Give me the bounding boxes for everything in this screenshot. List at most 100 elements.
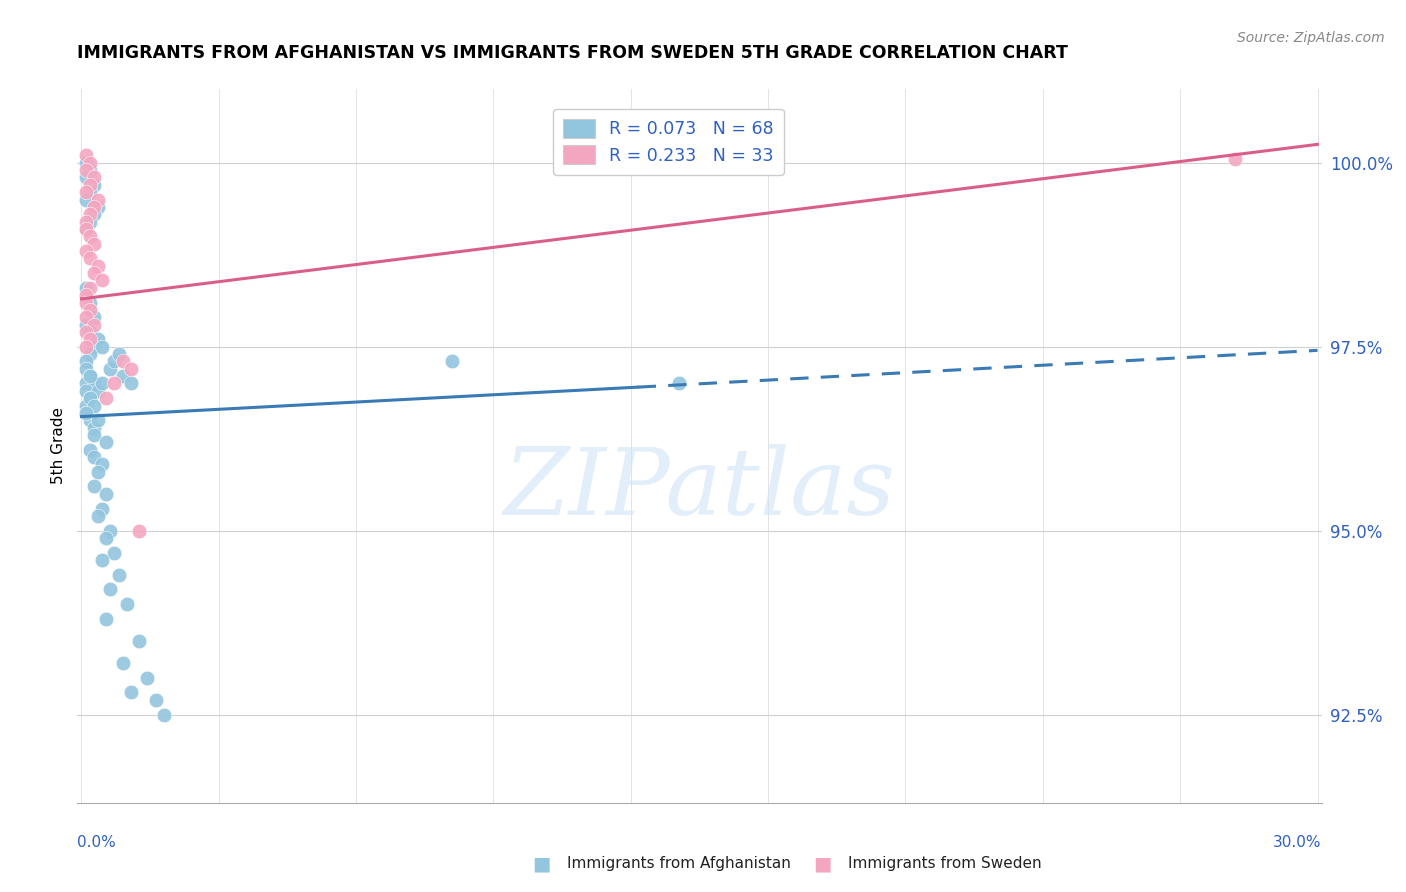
Point — [75, 155, 97, 169]
Point — [79, 207, 101, 221]
Point — [75, 406, 97, 420]
Point — [75, 244, 97, 258]
Point — [83, 479, 105, 493]
Point — [91, 273, 114, 287]
Point — [83, 170, 105, 185]
Point — [79, 391, 101, 405]
Point — [91, 376, 114, 391]
Point — [91, 340, 114, 354]
Point — [79, 369, 101, 384]
Point — [83, 200, 105, 214]
Point — [75, 214, 97, 228]
Point — [75, 376, 97, 391]
Point — [79, 185, 101, 199]
Point — [75, 406, 97, 420]
Point — [75, 340, 97, 354]
Point — [91, 553, 114, 567]
Point — [75, 361, 97, 376]
Point — [75, 193, 97, 207]
Point — [75, 354, 97, 368]
Point — [1223, 152, 1246, 166]
Point — [79, 281, 101, 295]
Point — [107, 567, 129, 582]
Text: ■: ■ — [813, 854, 832, 873]
Point — [75, 325, 97, 339]
Point — [79, 178, 101, 192]
Point — [75, 288, 97, 302]
Point — [79, 413, 101, 427]
Point — [96, 612, 118, 626]
Text: Immigrants from Sweden: Immigrants from Sweden — [848, 856, 1042, 871]
Point — [668, 376, 690, 391]
Point — [75, 163, 97, 178]
Point — [79, 155, 101, 169]
Point — [83, 310, 105, 325]
Point — [87, 259, 110, 273]
Point — [75, 170, 97, 185]
Point — [83, 450, 105, 464]
Point — [79, 347, 101, 361]
Point — [103, 354, 125, 368]
Point — [79, 229, 101, 244]
Point — [75, 222, 97, 236]
Point — [75, 281, 97, 295]
Point — [107, 347, 129, 361]
Point — [79, 302, 101, 317]
Text: 30.0%: 30.0% — [1274, 836, 1322, 850]
Point — [103, 376, 125, 391]
Point — [75, 399, 97, 413]
Point — [79, 332, 101, 346]
Point — [441, 354, 464, 368]
Point — [87, 200, 110, 214]
Text: Source: ZipAtlas.com: Source: ZipAtlas.com — [1237, 31, 1385, 45]
Point — [111, 656, 134, 670]
Point — [83, 428, 105, 442]
Point — [96, 531, 118, 545]
Text: Immigrants from Afghanistan: Immigrants from Afghanistan — [567, 856, 790, 871]
Point — [87, 332, 110, 346]
Point — [75, 384, 97, 398]
Point — [91, 501, 114, 516]
Point — [98, 582, 121, 597]
Point — [87, 193, 110, 207]
Point — [83, 207, 105, 221]
Point — [87, 508, 110, 523]
Point — [83, 318, 105, 332]
Point — [75, 310, 97, 325]
Point — [111, 354, 134, 368]
Text: ■: ■ — [531, 854, 551, 873]
Point — [79, 252, 101, 266]
Text: ZIPatlas: ZIPatlas — [503, 444, 896, 533]
Point — [83, 266, 105, 280]
Point — [83, 376, 105, 391]
Text: 0.0%: 0.0% — [77, 836, 117, 850]
Point — [75, 318, 97, 332]
Point — [136, 671, 159, 685]
Point — [120, 685, 142, 699]
Point — [75, 185, 97, 199]
Text: IMMIGRANTS FROM AFGHANISTAN VS IMMIGRANTS FROM SWEDEN 5TH GRADE CORRELATION CHAR: IMMIGRANTS FROM AFGHANISTAN VS IMMIGRANT… — [77, 45, 1069, 62]
Point — [75, 148, 97, 162]
Point — [115, 597, 138, 611]
Point — [79, 369, 101, 384]
Point — [83, 236, 105, 251]
Point — [79, 295, 101, 310]
Point — [96, 435, 118, 450]
Point — [79, 214, 101, 228]
Point — [111, 369, 134, 384]
Legend: R = 0.073   N = 68, R = 0.233   N = 33: R = 0.073 N = 68, R = 0.233 N = 33 — [553, 109, 783, 175]
Point — [83, 178, 105, 192]
Point — [128, 634, 150, 648]
Point — [79, 163, 101, 178]
Point — [103, 546, 125, 560]
Point — [145, 693, 167, 707]
Point — [79, 325, 101, 339]
Point — [153, 707, 176, 722]
Point — [87, 384, 110, 398]
Point — [98, 361, 121, 376]
Point — [83, 420, 105, 434]
Point — [75, 222, 97, 236]
Point — [75, 295, 97, 310]
Point — [87, 413, 110, 427]
Point — [87, 465, 110, 479]
